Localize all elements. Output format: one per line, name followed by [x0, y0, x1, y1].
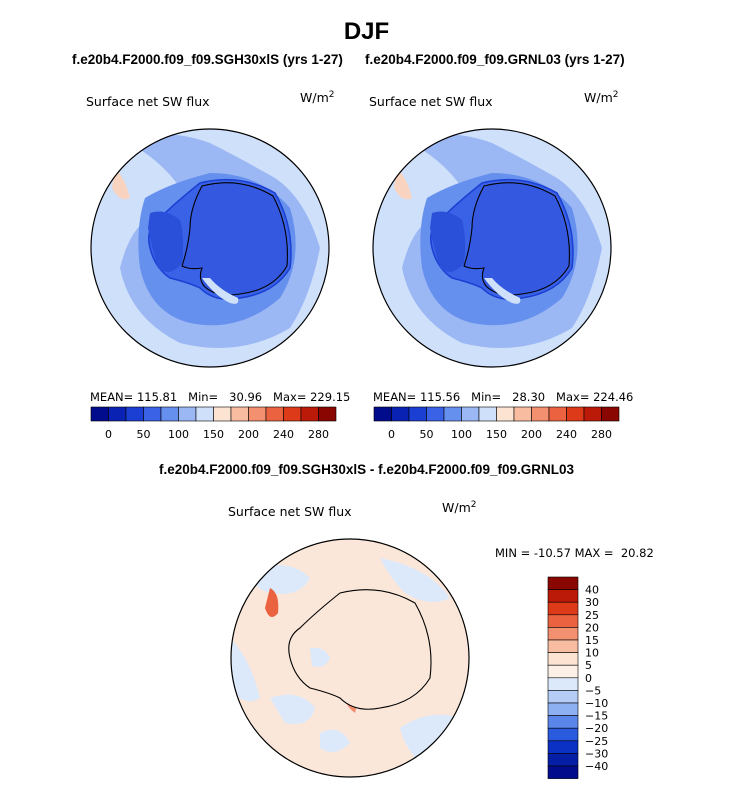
colorbar-right: 050100150200240280320: [373, 406, 620, 441]
colorbar-tick-label: 15: [585, 634, 599, 647]
colorbar-swatch: [547, 589, 579, 603]
colorbar-tick-label: 200: [521, 428, 542, 441]
colorbar-tick-label: −5: [585, 684, 601, 697]
colorbar-tick-label: 0: [388, 428, 395, 441]
colorbar-swatch: [108, 406, 127, 422]
colorbar-swatch: [547, 715, 579, 729]
colorbar-swatch: [547, 614, 579, 628]
colorbar-swatch: [90, 406, 109, 422]
colorbar-tick-label: 280: [591, 428, 612, 441]
colorbar-swatch: [547, 677, 579, 691]
colorbar-tick-label: 100: [451, 428, 472, 441]
colorbar-tick-label: 25: [585, 609, 599, 622]
colorbar-tick-label: 150: [203, 428, 224, 441]
colorbar-swatch: [601, 406, 620, 422]
colorbar-tick-label: −10: [585, 697, 608, 710]
stats-right: MEAN= 115.56 Min= 28.30 Max= 224.46: [373, 390, 634, 404]
colorbar-swatch: [583, 406, 602, 422]
colorbar-tick-label: 240: [273, 428, 294, 441]
case-title-left: f.e20b4.F2000.f09_f09.SGH30xlS (yrs 1-27…: [72, 52, 343, 67]
colorbar-tick-label: 100: [168, 428, 189, 441]
colorbar-swatch: [547, 740, 579, 754]
colorbar-tick-label: 10: [585, 647, 599, 660]
colorbar-swatch: [373, 406, 392, 422]
colorbar-tick-label: −40: [585, 760, 608, 773]
colorbar-tick-label: 20: [585, 621, 599, 634]
colorbar-swatch: [178, 406, 197, 422]
colorbar-swatch: [531, 406, 550, 422]
colorbar-tick-label: 40: [585, 584, 599, 597]
colorbar-swatch: [125, 406, 144, 422]
colorbar-swatch: [443, 406, 462, 422]
colorbar-swatch: [391, 406, 410, 422]
polar-map-left: [90, 128, 330, 368]
units-label-diff: W/m2: [442, 500, 477, 516]
colorbar-swatch: [547, 765, 579, 779]
colorbar-swatch: [461, 406, 480, 422]
colorbar-tick-label: 0: [105, 428, 112, 441]
units-label-left: W/m2: [300, 90, 335, 106]
colorbar-swatch: [547, 753, 579, 767]
colorbar-swatch: [547, 601, 579, 616]
colorbar-swatch: [547, 652, 579, 666]
colorbar-swatch: [213, 406, 232, 422]
colorbar-swatch: [547, 664, 579, 679]
colorbar-tick-label: 30: [585, 596, 599, 609]
colorbar-swatch: [547, 702, 579, 716]
colorbar-tick-label: 280: [308, 428, 329, 441]
colorbar-tick-label: 150: [486, 428, 507, 441]
colorbar-swatch: [566, 406, 585, 422]
colorbar-swatch: [160, 406, 179, 422]
colorbar-tick-label: −25: [585, 735, 608, 748]
colorbar-tick-label: −15: [585, 710, 608, 723]
colorbar-swatch: [478, 406, 497, 422]
colorbar-swatch: [547, 576, 579, 590]
polar-map-difference: [230, 538, 470, 778]
main-title: DJF: [343, 18, 390, 45]
polar-map-right: [372, 128, 612, 368]
colorbar-swatch: [408, 406, 427, 422]
colorbar-swatch: [265, 406, 284, 422]
units-label-right: W/m2: [584, 90, 619, 106]
variable-label-right: Surface net SW flux: [369, 94, 493, 109]
colorbar-tick-label: 50: [420, 428, 434, 441]
colorbar-swatch: [547, 727, 579, 742]
colorbar-swatch: [283, 406, 302, 422]
variable-label-left: Surface net SW flux: [86, 94, 210, 109]
colorbar-tick-label: −30: [585, 747, 608, 760]
colorbar-swatch: [230, 406, 249, 422]
colorbar-tick-label: 240: [556, 428, 577, 441]
colorbar-swatch: [547, 690, 579, 704]
colorbar-swatch: [513, 406, 532, 422]
colorbar-tick-label: 200: [238, 428, 259, 441]
stats-diff: MIN = -10.57 MAX = 20.82: [495, 546, 654, 560]
colorbar-swatch: [143, 406, 162, 422]
colorbar-tick-label: 50: [137, 428, 151, 441]
colorbar-left: 050100150200240280320: [90, 406, 337, 441]
colorbar-swatch: [547, 627, 579, 641]
variable-label-diff: Surface net SW flux: [228, 504, 352, 519]
colorbar-swatch: [318, 406, 337, 422]
colorbar-tick-label: −20: [585, 722, 608, 735]
colorbar-swatch: [548, 406, 567, 422]
colorbar-swatch: [426, 406, 445, 422]
colorbar-swatch: [496, 406, 515, 422]
case-title-right: f.e20b4.F2000.f09_f09.GRNL03 (yrs 1-27): [365, 52, 625, 67]
colorbar-swatch: [195, 406, 214, 422]
colorbar-tick-label: 5: [585, 659, 592, 672]
colorbar-swatch: [547, 639, 579, 653]
colorbar-swatch: [300, 406, 319, 422]
difference-title: f.e20b4.F2000.f09_f09.SGH30xlS - f.e20b4…: [159, 462, 574, 477]
colorbar-tick-label: 0: [585, 672, 592, 685]
stats-left: MEAN= 115.81 Min= 30.96 Max= 229.15: [90, 390, 351, 404]
colorbar-swatch: [248, 406, 267, 422]
